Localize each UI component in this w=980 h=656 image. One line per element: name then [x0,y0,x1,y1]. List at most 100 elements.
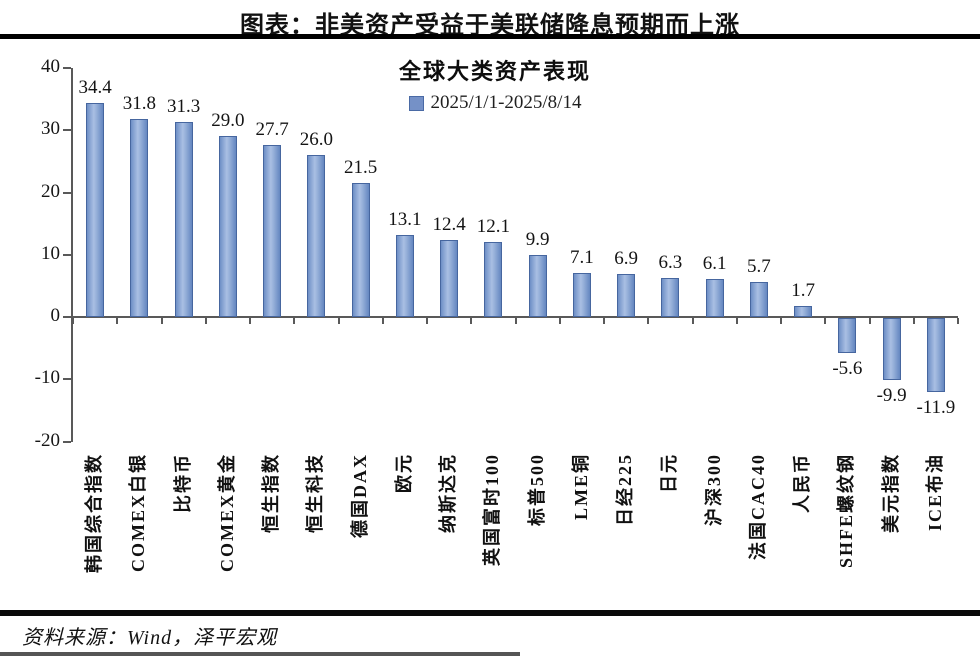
y-axis-label: 0 [50,305,61,326]
y-axis-tick [63,67,71,69]
bar-value-label: -9.9 [876,384,907,406]
category-label: 恒生指数 [261,453,282,533]
category-label: 恒生科技 [305,453,326,533]
bar [838,318,857,353]
bar [661,277,680,317]
bar [882,318,901,380]
x-axis-line [71,316,958,318]
bar [528,255,547,317]
x-axis-tick [957,318,959,324]
bar-value-label: 13.1 [388,209,422,231]
category-label: 比特币 [172,453,193,513]
bar [794,306,813,317]
category-label: 纳斯达克 [438,453,459,533]
legend-label: 2025/1/1-2025/8/14 [430,92,582,113]
bar-value-label: 34.4 [78,76,112,98]
bar-value-label: 1.7 [791,280,815,302]
bar-value-label: -11.9 [916,397,956,419]
x-axis-tick [426,318,428,324]
category-label: COMEX白银 [128,453,149,572]
bar-value-label: 12.1 [476,215,510,237]
bottom-edge-line [0,652,520,656]
bar-value-label: 7.1 [570,246,594,268]
category-label: 日元 [659,453,680,493]
category-label: COMEX黄金 [216,453,237,572]
category-label: 韩国综合指数 [84,453,105,573]
x-axis-tick [824,318,827,324]
x-axis-tick [603,318,605,324]
bar [218,136,237,317]
category-label: 人民币 [792,453,813,513]
bar-value-label: 27.7 [255,118,289,140]
bar-value-label: 21.5 [344,157,378,179]
x-axis-tick [691,318,694,324]
y-axis-label: -20 [34,429,60,451]
category-label: 日经225 [615,453,636,526]
source-note: 资料来源：Wind，泽平宏观 [22,627,278,649]
x-axis-tick [249,318,251,324]
x-axis-tick [868,318,871,324]
bar-value-label: 29.0 [211,110,245,132]
chart-title: 全球大类资产表现 [398,59,591,84]
x-axis-tick [514,318,517,324]
bar-value-label: -5.6 [832,357,863,379]
category-label: 美元指数 [880,453,901,533]
y-axis-label: 10 [41,242,60,264]
bar-value-label: 6.1 [702,253,727,275]
x-axis-tick [381,318,384,324]
y-axis-tick [63,440,71,443]
y-axis-label: 20 [41,180,60,202]
chart-legend: 2025/1/1-2025/8/14 [295,92,695,114]
y-axis-tick [63,129,71,132]
bar-value-label: 26.0 [299,129,333,151]
bar-value-label: 6.3 [658,251,683,273]
bar [307,155,326,317]
bar [263,144,282,317]
x-axis-tick [647,318,650,324]
bar [572,272,591,317]
x-axis-tick [204,318,207,324]
y-axis-tick [63,378,71,381]
bar-value-label: 31.3 [167,96,201,118]
x-axis-tick [337,318,340,324]
x-axis-tick [912,318,915,324]
top-divider [0,34,980,39]
x-axis-tick [160,318,163,324]
y-axis-label: -10 [34,367,60,389]
bar [749,281,768,317]
bar [86,102,105,317]
category-label: 标普500 [526,453,547,526]
bar [484,241,503,317]
category-label: SHFE螺纹钢 [836,453,857,569]
category-label: 欧元 [393,453,414,493]
y-axis-tick [63,253,71,256]
bar [705,279,724,317]
y-axis-label: 30 [41,118,60,140]
bar [617,274,636,317]
legend-swatch-icon [408,95,424,111]
bottom-divider [0,610,980,616]
category-label: 德国DAX [349,453,370,538]
bar [130,119,149,317]
category-label: 沪深300 [703,453,724,526]
bar [926,318,945,393]
bar [440,239,459,317]
y-axis-tick [63,316,71,318]
x-axis-tick [293,318,296,324]
bar-value-label: 31.8 [122,93,156,115]
y-axis-label: 40 [41,56,60,77]
category-label: 英国富时100 [482,453,503,566]
bar-value-label: 5.7 [747,255,771,277]
x-axis-tick [116,318,119,324]
bar [395,235,414,317]
bar-value-label: 9.9 [525,229,550,251]
category-label: LME铜 [570,453,591,521]
x-axis-tick [72,318,74,324]
x-axis-tick [470,318,473,324]
bar [174,122,193,317]
y-axis-line [71,68,73,442]
x-axis-tick [780,318,782,324]
bar-value-label: 6.9 [614,248,638,270]
